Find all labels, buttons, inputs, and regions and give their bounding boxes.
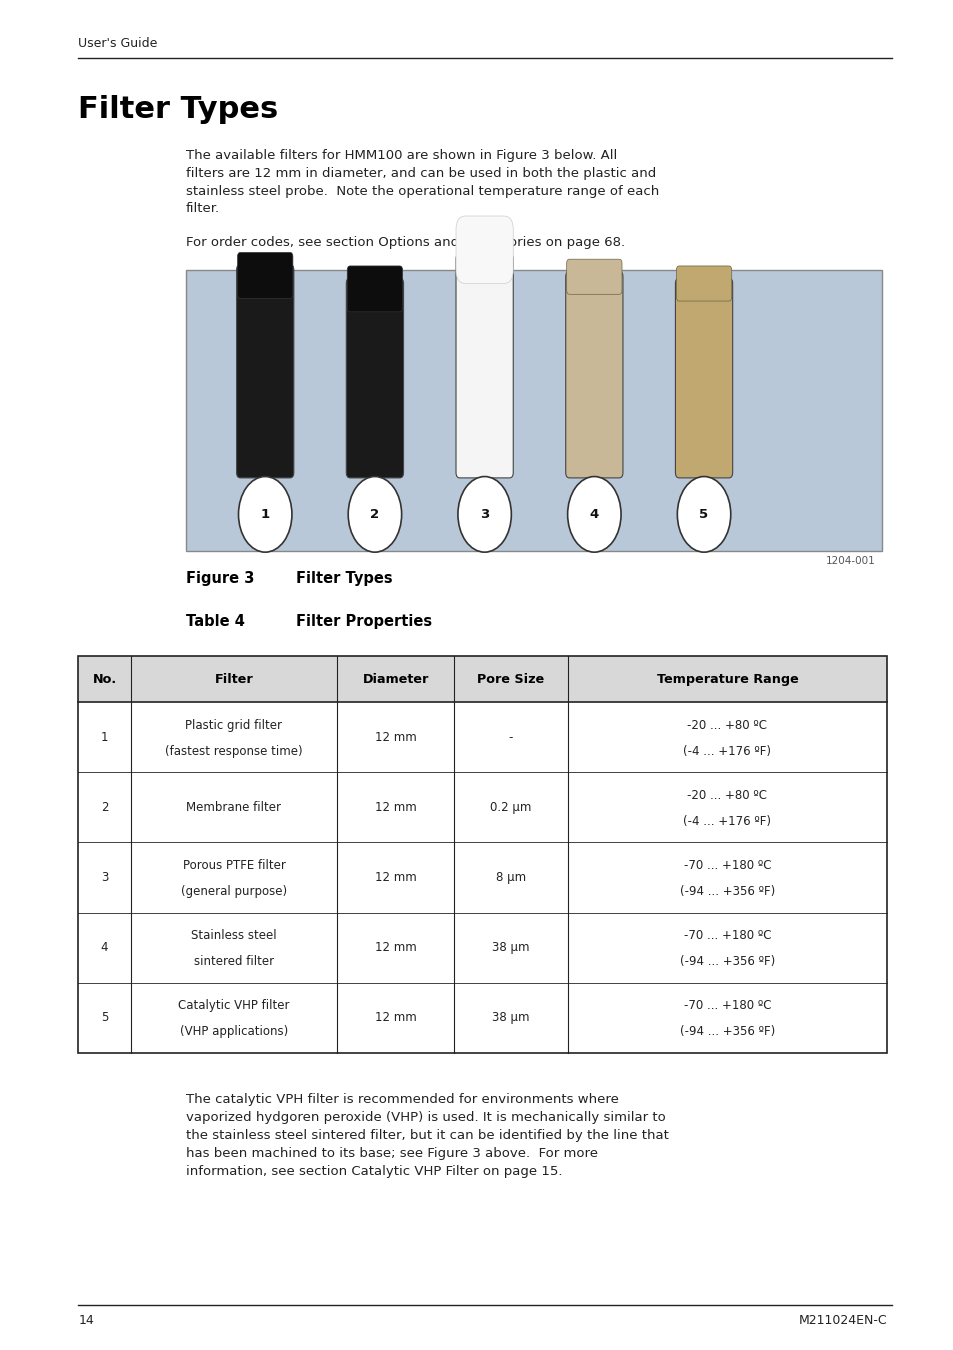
Text: Porous PTFE filter: Porous PTFE filter	[182, 859, 285, 872]
FancyBboxPatch shape	[456, 254, 513, 478]
Text: 3: 3	[479, 508, 489, 521]
Text: 1: 1	[101, 730, 108, 744]
Text: 1: 1	[260, 508, 270, 521]
Text: Pore Size: Pore Size	[476, 672, 544, 686]
Text: 12 mm: 12 mm	[375, 730, 416, 744]
Text: Catalytic VHP filter: Catalytic VHP filter	[178, 999, 290, 1012]
Bar	[186, 270, 882, 551]
Text: Temperature Range: Temperature Range	[656, 672, 798, 686]
Bar	[78, 656, 886, 1053]
Text: -70 ... +180 ºC: -70 ... +180 ºC	[683, 929, 770, 942]
Text: Filter Types: Filter Types	[78, 95, 278, 123]
Text: Figure 3: Figure 3	[186, 571, 254, 586]
Text: 1204-001: 1204-001	[825, 556, 875, 566]
Text: (-94 ... +356 ºF): (-94 ... +356 ºF)	[679, 1026, 774, 1038]
Text: User's Guide: User's Guide	[78, 36, 157, 50]
Text: The available filters for HMM100 are shown in Figure 3 below. All
filters are 12: The available filters for HMM100 are sho…	[186, 148, 659, 216]
Text: 12 mm: 12 mm	[375, 1011, 416, 1025]
Text: -: -	[508, 730, 513, 744]
Text: 5: 5	[699, 508, 708, 521]
Text: For order codes, see section Options and Accessories on page 68.: For order codes, see section Options and…	[186, 236, 624, 250]
Text: Diameter: Diameter	[362, 672, 429, 686]
Text: Stainless steel: Stainless steel	[191, 929, 276, 942]
Text: 2: 2	[370, 508, 379, 521]
Text: Filter: Filter	[214, 672, 253, 686]
Text: 4: 4	[589, 508, 598, 521]
Text: Filter Types: Filter Types	[295, 571, 392, 586]
FancyBboxPatch shape	[346, 278, 403, 478]
Text: The catalytic VPH filter is recommended for environments where
vaporized hydgore: The catalytic VPH filter is recommended …	[186, 1094, 668, 1179]
Text: 38 µm: 38 µm	[492, 1011, 529, 1025]
Circle shape	[348, 477, 401, 552]
Text: -20 ... +80 ºC: -20 ... +80 ºC	[687, 718, 766, 732]
Bar	[78, 656, 886, 702]
Text: (VHP applications): (VHP applications)	[180, 1026, 288, 1038]
Text: 14: 14	[78, 1314, 94, 1327]
Text: Filter Properties: Filter Properties	[295, 614, 432, 629]
Text: M211024EN-C: M211024EN-C	[798, 1314, 886, 1327]
Text: -70 ... +180 ºC: -70 ... +180 ºC	[683, 859, 770, 872]
FancyBboxPatch shape	[565, 271, 622, 478]
Text: 12 mm: 12 mm	[375, 941, 416, 954]
Text: No.: No.	[92, 672, 116, 686]
Text: sintered filter: sintered filter	[193, 956, 274, 968]
Circle shape	[238, 477, 292, 552]
Text: -20 ... +80 ºC: -20 ... +80 ºC	[687, 788, 766, 802]
FancyBboxPatch shape	[456, 216, 513, 284]
Text: 3: 3	[101, 871, 108, 884]
Text: 12 mm: 12 mm	[375, 801, 416, 814]
Text: Plastic grid filter: Plastic grid filter	[185, 718, 282, 732]
FancyBboxPatch shape	[675, 278, 732, 478]
FancyBboxPatch shape	[566, 259, 621, 294]
Text: Table 4: Table 4	[186, 614, 245, 629]
FancyBboxPatch shape	[237, 252, 293, 298]
Circle shape	[567, 477, 620, 552]
Text: (-94 ... +356 ºF): (-94 ... +356 ºF)	[679, 886, 774, 898]
Text: Membrane filter: Membrane filter	[186, 801, 281, 814]
Text: (-94 ... +356 ºF): (-94 ... +356 ºF)	[679, 956, 774, 968]
FancyBboxPatch shape	[347, 266, 402, 312]
Text: (fastest response time): (fastest response time)	[165, 745, 302, 757]
Text: 8 µm: 8 µm	[496, 871, 525, 884]
Text: 12 mm: 12 mm	[375, 871, 416, 884]
FancyBboxPatch shape	[676, 266, 731, 301]
Text: 5: 5	[101, 1011, 108, 1025]
Text: -70 ... +180 ºC: -70 ... +180 ºC	[683, 999, 770, 1012]
Circle shape	[677, 477, 730, 552]
FancyBboxPatch shape	[236, 265, 294, 478]
Text: 38 µm: 38 µm	[492, 941, 529, 954]
Text: (-4 ... +176 ºF): (-4 ... +176 ºF)	[682, 815, 771, 828]
Text: 4: 4	[101, 941, 108, 954]
Text: 2: 2	[101, 801, 108, 814]
Text: (-4 ... +176 ºF): (-4 ... +176 ºF)	[682, 745, 771, 757]
Circle shape	[457, 477, 511, 552]
Text: (general purpose): (general purpose)	[181, 886, 287, 898]
Text: 0.2 µm: 0.2 µm	[490, 801, 531, 814]
